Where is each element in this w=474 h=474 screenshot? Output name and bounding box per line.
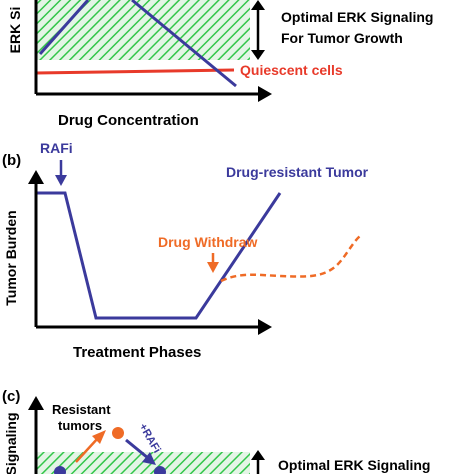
- panel-b-x-axis-label: Treatment Phases: [73, 344, 201, 361]
- panel-c-orange-arrow-icon: [75, 437, 99, 463]
- panel-c-resistant-label-line2: tumors: [58, 418, 102, 433]
- panel-a-band-label-line2: For Tumor Growth: [281, 30, 403, 46]
- panel-c-orange-arrowhead-icon: [92, 430, 106, 444]
- panel-b-withdraw-curve: [220, 235, 361, 283]
- panel-b-rafi-arrowhead-icon: [55, 175, 67, 186]
- panel-b-letter: (b): [2, 152, 21, 169]
- panel-a-quiescent-line: [35, 68, 235, 75]
- panel-c-y-arrowhead-icon: [28, 396, 44, 410]
- panel-a-quiescent-label: Quiescent cells: [240, 62, 343, 78]
- panel-c-range-arrow-top-icon: [251, 450, 265, 460]
- panel-c-letter: (c): [2, 388, 20, 405]
- panel-b-y-arrowhead-icon: [28, 170, 44, 184]
- panel-a-signal-curve: [38, 0, 90, 55]
- panel-a-range-arrow-bottom-icon: [251, 50, 265, 60]
- panel-c-band-label: Optimal ERK Signaling: [278, 457, 430, 473]
- panel-a-signal-curve-descending: [131, 0, 237, 88]
- panel-a-y-axis-label: ERK Si: [7, 7, 23, 54]
- panel-b: (b) RAFi Drug-resistant Tumor Drug Withd…: [2, 140, 369, 361]
- panel-c-resistant-label-line1: Resistant: [52, 402, 111, 417]
- panel-a-x-axis-label: Drug Concentration: [58, 112, 199, 129]
- panel-c-rafi-arrowhead-icon: [142, 452, 156, 465]
- panel-a-x-arrowhead-icon: [258, 86, 272, 102]
- panel-b-x-arrowhead-icon: [258, 319, 272, 335]
- panel-a-range-arrow-top-icon: [251, 0, 265, 10]
- panel-b-rafi-label: RAFi: [40, 140, 73, 156]
- panel-c-treated-dot: [154, 466, 166, 474]
- panel-c-optimal-band: [36, 452, 250, 474]
- panel-c-rafi-arrow-icon: [125, 438, 149, 460]
- panel-c: (c) Signaling Resistant tumors +RAFi Opt…: [2, 388, 430, 474]
- panel-b-withdraw-label: Drug Withdraw: [158, 234, 258, 250]
- panel-c-tumor-dot: [54, 466, 66, 474]
- panel-b-withdraw-arrowhead-icon: [207, 262, 219, 273]
- panel-b-resistant-label: Drug-resistant Tumor: [226, 164, 369, 180]
- panel-c-y-axis-label: Signaling: [3, 413, 19, 474]
- panel-b-y-axis-label: Tumor Burden: [3, 210, 19, 305]
- panel-b-tumor-curve: [36, 191, 282, 320]
- panel-a: ERK Si Optimal ERK Signaling For Tumor G…: [7, 0, 433, 129]
- panel-a-band-label-line1: Optimal ERK Signaling: [281, 9, 433, 25]
- panel-c-resistant-tumor-dot: [112, 427, 124, 439]
